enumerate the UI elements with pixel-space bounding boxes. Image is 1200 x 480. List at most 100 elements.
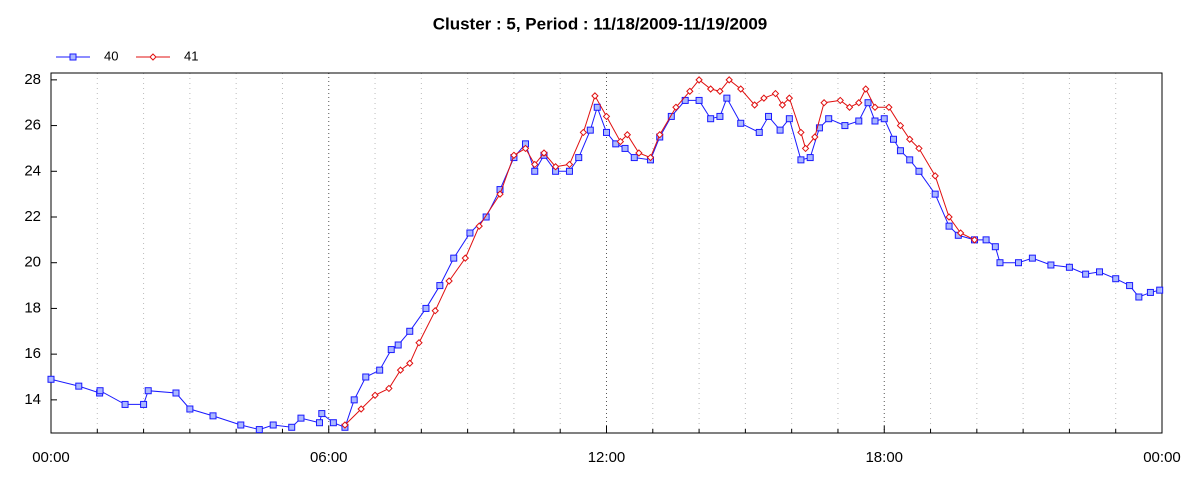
marker — [47, 375, 55, 383]
marker — [461, 254, 470, 262]
chart-title: Cluster : 5, Period : 11/18/2009-11/19/2… — [433, 14, 768, 33]
y-tick-label: 22 — [24, 208, 41, 225]
marker — [855, 99, 863, 107]
marker — [623, 131, 632, 139]
marker — [737, 119, 745, 127]
marker — [880, 115, 888, 123]
marker — [667, 112, 675, 120]
marker — [1135, 293, 1143, 301]
marker — [996, 259, 1004, 267]
marker — [695, 76, 703, 84]
marker — [415, 339, 423, 347]
marker — [646, 153, 655, 162]
marker — [593, 103, 601, 111]
marker — [1126, 282, 1134, 290]
marker — [540, 149, 548, 157]
marker — [695, 96, 703, 104]
marker — [820, 99, 828, 107]
y-tick-label: 14 — [24, 391, 41, 408]
marker — [760, 94, 768, 102]
marker — [575, 154, 583, 162]
y-tick-label: 26 — [24, 117, 41, 134]
marker — [785, 115, 793, 123]
marker — [315, 419, 323, 427]
marker — [385, 384, 393, 393]
marker — [931, 172, 939, 180]
marker — [871, 103, 879, 111]
marker — [396, 366, 405, 374]
marker — [1082, 270, 1090, 278]
marker — [890, 135, 898, 143]
marker — [496, 190, 504, 198]
marker — [121, 400, 129, 408]
marker — [621, 144, 629, 152]
marker — [144, 387, 152, 395]
marker — [656, 131, 664, 139]
marker — [510, 151, 518, 159]
marker — [602, 112, 611, 121]
marker — [466, 229, 474, 237]
marker — [362, 373, 370, 381]
legend-label: 40 — [104, 48, 118, 63]
marker — [1146, 288, 1154, 296]
marker — [723, 94, 731, 102]
marker — [1047, 261, 1055, 269]
marker — [1112, 275, 1120, 283]
y-tick-label: 28 — [24, 71, 41, 88]
marker — [297, 414, 305, 422]
marker — [288, 423, 296, 431]
marker — [755, 128, 763, 136]
marker — [862, 85, 870, 93]
marker — [186, 405, 194, 413]
x-tick-label: 00:00 — [32, 449, 70, 466]
marker — [406, 327, 414, 335]
marker — [725, 76, 733, 84]
x-tick-label: 06:00 — [310, 449, 348, 466]
marker — [616, 137, 625, 146]
y-tick-label: 18 — [24, 299, 41, 316]
marker — [172, 389, 180, 397]
marker — [970, 236, 979, 244]
marker — [371, 391, 379, 399]
marker — [931, 190, 939, 198]
marker — [565, 160, 574, 169]
marker — [75, 382, 83, 390]
marker — [906, 156, 914, 164]
legend-marker — [149, 53, 157, 61]
marker — [778, 101, 787, 109]
marker — [237, 421, 245, 429]
marker — [482, 213, 490, 221]
marker — [422, 304, 430, 312]
marker — [915, 144, 923, 153]
marker — [140, 400, 148, 408]
marker — [945, 213, 953, 221]
marker — [436, 282, 444, 290]
marker — [521, 144, 530, 153]
marker — [686, 87, 694, 95]
marker — [450, 254, 458, 262]
marker — [445, 277, 453, 285]
x-tick-label: 00:00 — [1143, 449, 1181, 466]
marker — [603, 128, 610, 136]
marker — [350, 396, 358, 404]
marker — [357, 405, 365, 413]
marker — [785, 94, 794, 102]
marker — [836, 96, 844, 105]
marker — [797, 156, 805, 164]
marker — [771, 89, 780, 98]
marker — [896, 147, 904, 155]
x-tick-label: 18:00 — [865, 449, 903, 466]
marker — [815, 124, 823, 132]
y-tick-label: 16 — [24, 345, 41, 362]
marker — [96, 387, 104, 395]
marker — [269, 421, 277, 429]
marker — [1156, 286, 1164, 294]
y-tick-label: 20 — [24, 254, 41, 271]
marker — [765, 112, 773, 120]
marker — [982, 236, 990, 244]
marker — [209, 412, 217, 420]
marker — [716, 112, 724, 120]
marker — [672, 103, 680, 111]
marker — [915, 167, 923, 175]
